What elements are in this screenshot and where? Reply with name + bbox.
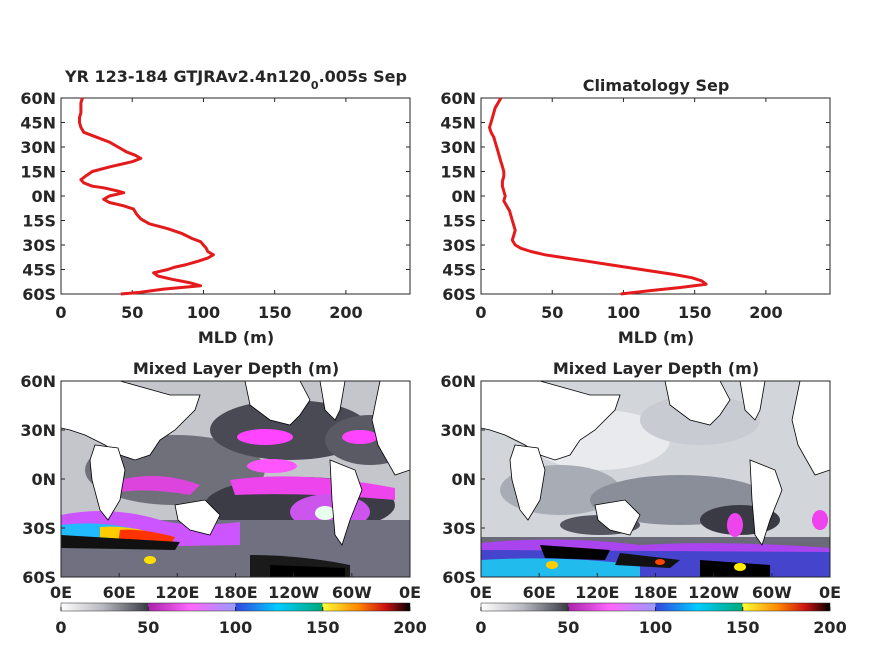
lat-tick-label: 60S [22,568,56,587]
colorbar-tick-label: 0 [55,618,66,637]
y-tick-label: 30S [442,236,476,255]
lat-tick-label: 0N [451,470,476,489]
profile-frame-climatology [480,97,831,295]
lat-tick-label: 30S [442,519,476,538]
y-tick-label: 0N [31,187,56,206]
profile-panel-model: YR 123-184 GTJRAv2.4n1200.005s Sep 60N 45… [20,67,411,347]
x-tick-label: 50 [121,303,143,322]
map-panel-model: Mixed Layer Depth (m) [20,359,426,637]
y-tick-label: 45N [440,114,476,133]
lat-tick-label: 0N [31,470,56,489]
colorbar-tick-label: 50 [137,618,159,637]
x-axis-label-model: MLD (m) [198,328,274,347]
lon-tick-label: 60E [523,583,556,602]
x-tick-label: 100 [187,303,220,322]
y-tick-label: 15N [20,163,56,182]
y-axis-climatology: 60N 45N 30N 15N 0N 15S 30S 45S 60S [440,89,830,304]
x-tick-label: 0 [55,303,66,322]
x-axis-climatology: 0 50 100 150 200 [475,98,783,322]
mld-field-climatology [481,381,830,577]
mld-field-model [61,381,410,577]
y-tick-label: 30N [20,138,56,157]
x-tick-label: 150 [258,303,291,322]
series-line-climatology [488,97,708,296]
x-tick-label: 50 [541,303,563,322]
x-axis-label-climatology: MLD (m) [618,328,694,347]
colorbar-ticks-climatology: 0 50 100 150 200 [475,607,847,637]
map-lat-labels-model: 60N 30N 0N 30S 60S [20,372,65,587]
y-tick-label: 60S [442,285,476,304]
lat-tick-label: 60N [440,372,476,391]
y-tick-label: 45S [22,261,56,280]
lon-tick-label: 0E [470,583,492,602]
colorbar-tick-label: 100 [219,618,252,637]
lat-tick-label: 30S [22,519,56,538]
x-tick-label: 0 [475,303,486,322]
lat-tick-label: 30N [20,421,56,440]
colorbar-tick-label: 200 [393,618,426,637]
y-tick-label: 30S [22,236,56,255]
lon-tick-label: 60W [332,583,372,602]
lon-tick-label: 120E [155,583,199,602]
lon-tick-label: 120W [688,583,739,602]
profile-title-climatology: Climatology Sep [583,76,730,95]
y-tick-label: 45S [442,261,476,280]
profile-title-model: YR 123-184 GTJRAv2.4n1200.005s Sep [64,67,407,92]
colorbar-tick-label: 150 [306,618,339,637]
colorbar-tick-label: 150 [726,618,759,637]
colorbar-tick-label: 50 [557,618,579,637]
x-tick-label: 200 [749,303,782,322]
y-tick-label: 15S [22,212,56,231]
y-tick-label: 0N [451,187,476,206]
x-tick-label: 150 [678,303,711,322]
lat-tick-label: 60N [20,372,56,391]
lon-tick-label: 0E [50,583,72,602]
map-title-climatology: Mixed Layer Depth (m) [553,359,759,378]
profile-panel-climatology: Climatology Sep 60N45N30N15N0N15S30S45S6… [440,76,831,347]
x-tick-label: 200 [329,303,362,322]
series-line-model [78,97,215,296]
y-tick-label: 60N [440,89,476,108]
y-tick-label: 15N [440,163,476,182]
y-tick-label: 15S [442,212,476,231]
profile-frame-model [60,97,411,295]
lon-tick-label: 60E [103,583,136,602]
y-axis-model: 60N 45N 30N 15N 0N 15S 30S 45S 60S [20,89,410,304]
colorbar-tick-label: 200 [813,618,846,637]
y-tick-label: 30N [440,138,476,157]
lat-tick-label: 60S [442,568,476,587]
x-tick-label: 100 [607,303,640,322]
x-axis-model: 0 50 100 150 200 [55,98,363,322]
lon-tick-label: 0E [819,583,841,602]
colorbar-tick-label: 0 [475,618,486,637]
y-tick-label: 60N [20,89,56,108]
map-panel-climatology: Mixed Layer Depth (m) [440,359,846,637]
map-title-model: Mixed Layer Depth (m) [133,359,339,378]
map-lon-labels-climatology: 0E 60E 120E 180E 120W 60W 0E [470,573,841,602]
lat-tick-label: 30N [440,421,476,440]
colorbar-ticks-model: 0 50 100 150 200 [55,607,427,637]
lon-tick-label: 0E [399,583,421,602]
map-lon-labels-model: 0E 60E 120E 180E 120W 60W 0E [50,573,421,602]
lon-tick-label: 60W [752,583,792,602]
lon-tick-label: 120W [268,583,319,602]
y-tick-label: 60S [22,285,56,304]
lon-tick-label: 180E [633,583,677,602]
lon-tick-label: 180E [213,583,257,602]
colorbar-tick-label: 100 [639,618,672,637]
map-lat-labels-climatology: 60N 30N 0N 30S 60S [440,372,485,587]
y-tick-label: 45N [20,114,56,133]
lon-tick-label: 120E [575,583,619,602]
